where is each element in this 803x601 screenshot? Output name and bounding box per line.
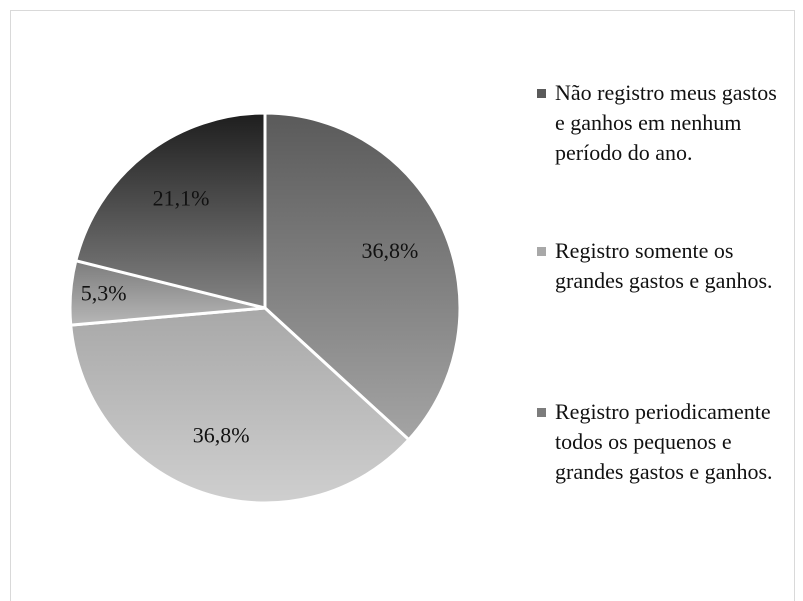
legend-entry: Registro periodicamente todos os pequeno… [537, 397, 777, 487]
legend-label: Registro somente os grandes gastos e gan… [555, 238, 773, 293]
legend-swatch [537, 247, 546, 256]
legend-swatch [537, 89, 546, 98]
data-label: 36,8% [193, 422, 250, 447]
pie-slice-shade [75, 113, 265, 308]
data-label: 21,1% [153, 185, 210, 210]
legend-swatch [537, 408, 546, 417]
data-label: 5,3% [81, 280, 127, 305]
legend-entry: Não registro meus gastos e ganhos em nen… [537, 78, 777, 168]
pie-slice-shade [70, 308, 409, 504]
legend-entry: Registro somente os grandes gastos e gan… [537, 236, 777, 296]
chart-frame [10, 10, 795, 601]
pie-slice-shade [265, 113, 461, 440]
pie-slice-shade [70, 260, 266, 326]
legend-label: Registro periodicamente todos os pequeno… [555, 399, 773, 484]
legend-label: Não registro meus gastos e ganhos em nen… [555, 80, 777, 165]
data-label: 36,8% [362, 238, 419, 263]
